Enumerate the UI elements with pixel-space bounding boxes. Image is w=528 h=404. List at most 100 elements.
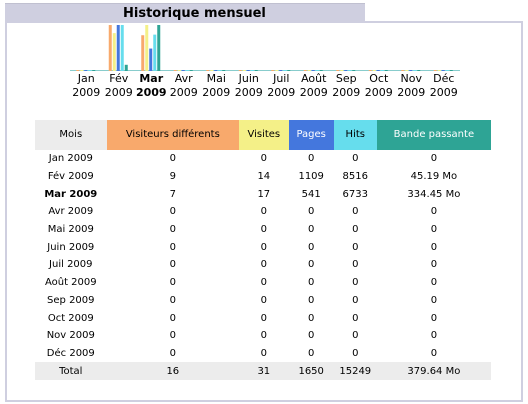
chart-month-name: Déc xyxy=(428,72,460,86)
bar-3-4 xyxy=(218,70,221,71)
cell-bandwidth: 0 xyxy=(377,345,491,363)
bar-4-0 xyxy=(92,70,95,71)
bar-1-9 xyxy=(373,70,376,71)
header-pages: Pages xyxy=(289,120,334,150)
bar-4-3 xyxy=(190,70,193,71)
table-total-row: Total 16 31 1650 15249 379.64 Mo xyxy=(35,362,491,380)
chart-month-label: Juil 2009 xyxy=(265,72,297,100)
cell-bandwidth: 0 xyxy=(377,274,491,292)
chart-month-name: Nov xyxy=(395,72,427,86)
bar-1-10 xyxy=(405,70,408,71)
cell-visitors: 0 xyxy=(107,150,239,168)
chart-month-year: 2009 xyxy=(395,86,427,100)
total-hits: 15249 xyxy=(334,362,377,380)
chart-month-year: 2009 xyxy=(200,86,232,100)
cell-visitors: 9 xyxy=(107,168,239,186)
bar-2-7 xyxy=(312,70,315,71)
cell-hits: 0 xyxy=(334,292,377,310)
header-visites: Visites xyxy=(239,120,289,150)
cell-visits: 14 xyxy=(239,168,289,186)
chart-month-label: Oct 2009 xyxy=(363,72,395,100)
bar-2-9 xyxy=(377,70,380,71)
cell-pages: 0 xyxy=(289,309,334,327)
bar-2-6 xyxy=(279,70,282,71)
cell-visitors: 0 xyxy=(107,238,239,256)
cell-mois: Mai 2009 xyxy=(35,221,107,239)
table-row: Mar 2009 7 17 541 6733 334.45 Mo xyxy=(35,185,491,203)
bar-2-2 xyxy=(149,49,152,71)
table-row: Jan 2009 0 0 0 0 0 xyxy=(35,150,491,168)
chart-month-label: Mai 2009 xyxy=(200,72,232,100)
chart-month-year: 2009 xyxy=(168,86,200,100)
bar-0-5 xyxy=(239,70,242,71)
bar-1-11 xyxy=(438,70,441,71)
cell-mois: Avr 2009 xyxy=(35,203,107,221)
chart-month-label: Mar 2009 xyxy=(135,72,167,100)
chart-month-name: Fév xyxy=(103,72,135,86)
chart-month-year: 2009 xyxy=(233,86,265,100)
chart-month-label: Sep 2009 xyxy=(330,72,362,100)
cell-bandwidth: 0 xyxy=(377,221,491,239)
total-label: Total xyxy=(35,362,107,380)
cell-hits: 0 xyxy=(334,203,377,221)
bar-0-8 xyxy=(336,70,339,71)
cell-visitors: 0 xyxy=(107,256,239,274)
chart-month-name: Juin xyxy=(233,72,265,86)
cell-mois: Juin 2009 xyxy=(35,238,107,256)
cell-visits: 17 xyxy=(239,185,289,203)
chart-month-label: Fév 2009 xyxy=(103,72,135,100)
bar-3-1 xyxy=(121,25,124,71)
cell-mois: Nov 2009 xyxy=(35,327,107,345)
bar-4-1 xyxy=(125,65,128,71)
bar-2-10 xyxy=(409,70,412,71)
cell-pages: 0 xyxy=(289,256,334,274)
cell-bandwidth: 0 xyxy=(377,150,491,168)
bar-3-10 xyxy=(413,70,416,71)
bar-2-11 xyxy=(442,70,445,71)
bar-3-2 xyxy=(153,35,156,71)
cell-mois: Fév 2009 xyxy=(35,168,107,186)
table-row: Juil 2009 0 0 0 0 0 xyxy=(35,256,491,274)
table-row: Déc 2009 0 0 0 0 0 xyxy=(35,345,491,363)
bar-4-2 xyxy=(157,25,160,71)
chart-month-label: Jan 2009 xyxy=(70,72,102,100)
cell-visits: 0 xyxy=(239,309,289,327)
cell-visits: 0 xyxy=(239,345,289,363)
chart-month-year: 2009 xyxy=(265,86,297,100)
cell-bandwidth: 0 xyxy=(377,203,491,221)
cell-hits: 0 xyxy=(334,221,377,239)
bar-1-1 xyxy=(113,33,116,71)
cell-visits: 0 xyxy=(239,203,289,221)
cell-visits: 0 xyxy=(239,256,289,274)
table-header-row: Mois Visiteurs différents Visites Pages … xyxy=(35,120,491,150)
cell-mois: Sep 2009 xyxy=(35,292,107,310)
bar-3-9 xyxy=(381,70,384,71)
chart-month-name: Avr xyxy=(168,72,200,86)
header-bande-passante: Bande passante xyxy=(377,120,491,150)
bar-1-3 xyxy=(178,70,181,71)
cell-visitors: 0 xyxy=(107,309,239,327)
bar-0-10 xyxy=(401,70,404,71)
chart-month-name: Août xyxy=(298,72,330,86)
cell-hits: 0 xyxy=(334,327,377,345)
chart-month-label: Avr 2009 xyxy=(168,72,200,100)
cell-pages: 0 xyxy=(289,203,334,221)
bar-1-7 xyxy=(308,70,311,71)
cell-hits: 6733 xyxy=(334,185,377,203)
table-row: Sep 2009 0 0 0 0 0 xyxy=(35,292,491,310)
cell-hits: 0 xyxy=(334,274,377,292)
total-visitors: 16 xyxy=(107,362,239,380)
bar-1-2 xyxy=(145,25,148,71)
cell-pages: 0 xyxy=(289,345,334,363)
bar-3-3 xyxy=(186,70,189,71)
bar-1-8 xyxy=(340,70,343,71)
bar-4-5 xyxy=(255,70,258,71)
cell-visitors: 7 xyxy=(107,185,239,203)
cell-mois: Déc 2009 xyxy=(35,345,107,363)
bar-2-8 xyxy=(344,70,347,71)
section-title: Historique mensuel xyxy=(123,6,266,21)
chart-month-year: 2009 xyxy=(298,86,330,100)
cell-bandwidth: 0 xyxy=(377,292,491,310)
bar-2-5 xyxy=(247,70,250,71)
cell-bandwidth: 334.45 Mo xyxy=(377,185,491,203)
